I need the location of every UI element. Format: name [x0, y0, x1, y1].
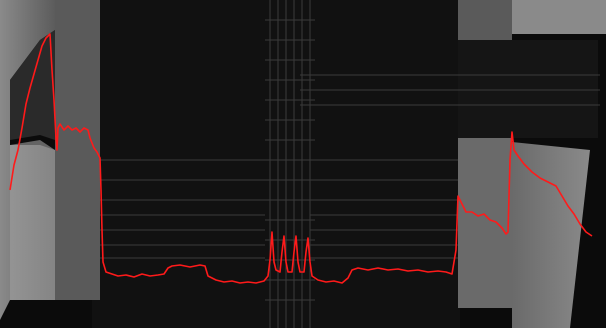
central-grid	[265, 0, 315, 328]
intensity-profile-line	[9, 33, 593, 284]
central-membrane	[92, 0, 460, 328]
right-electrode	[458, 0, 606, 328]
left-electrode	[0, 0, 100, 320]
horizontal-fringes	[100, 74, 600, 259]
